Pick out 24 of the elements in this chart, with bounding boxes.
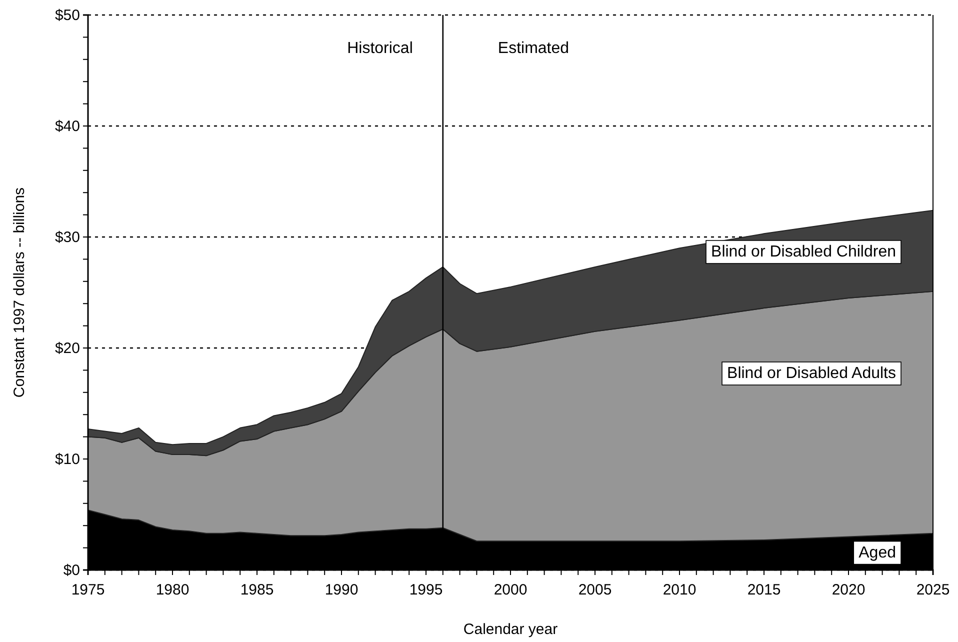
- x-tick-label: 2005: [578, 582, 612, 598]
- y-tick-label: $10: [54, 450, 80, 468]
- series-label: Blind or Disabled Children: [711, 243, 896, 260]
- x-tick-label: 1990: [324, 582, 358, 598]
- x-tick-label: 1980: [156, 582, 190, 598]
- x-tick-label: 2015: [747, 582, 781, 598]
- annotation: Historical: [347, 40, 413, 57]
- series-label: Aged: [858, 544, 896, 562]
- y-tick-label: $50: [54, 6, 80, 24]
- x-tick-label: 1985: [240, 582, 274, 598]
- x-tick-label: 2025: [916, 582, 950, 598]
- annotation: Estimated: [498, 40, 570, 57]
- x-tick-label: 2020: [832, 582, 866, 598]
- x-tick-label: 1995: [409, 582, 443, 598]
- x-tick-label: 2000: [494, 582, 528, 598]
- y-tick-label: $40: [54, 118, 80, 135]
- series-label: Blind or Disabled Adults: [727, 364, 896, 382]
- y-tick-label: $20: [54, 340, 80, 357]
- y-axis-title: Constant 1997 dollars -- billions: [11, 187, 28, 398]
- y-tick-label: $30: [54, 228, 80, 246]
- y-tick-label: $0: [63, 562, 80, 579]
- x-tick-label: 1975: [71, 582, 105, 598]
- x-tick-label: 2010: [662, 582, 696, 598]
- x-axis-title: Calendar year: [463, 621, 558, 638]
